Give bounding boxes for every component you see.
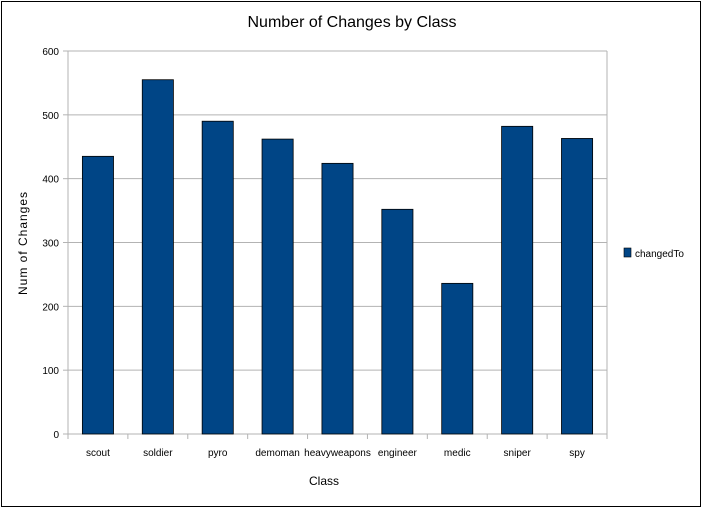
- bar-spy: [561, 138, 594, 435]
- legend-label: changedTo: [635, 249, 684, 260]
- x-tick-label: pyro: [208, 448, 228, 459]
- x-tick-label: sniper: [504, 448, 532, 459]
- chart-title: Number of Changes by Class: [248, 14, 457, 31]
- x-tick-label: heavyweapons: [304, 448, 371, 459]
- y-axis-label: Num of Changes: [16, 191, 30, 295]
- x-tick-label: scout: [86, 448, 110, 459]
- bar-medic: [441, 282, 474, 435]
- bar-heavyweapons: [321, 162, 354, 435]
- x-tick-label: spy: [569, 448, 585, 459]
- legend-swatch: [623, 247, 632, 258]
- x-tick-label: medic: [444, 448, 471, 459]
- bar-sniper: [501, 125, 534, 435]
- y-tick-label: 300: [42, 239, 59, 250]
- bar-pyro: [201, 120, 234, 435]
- bar-scout: [81, 155, 114, 435]
- y-tick-label: 200: [42, 302, 59, 313]
- bar-engineer: [381, 208, 414, 435]
- y-tick-label: 100: [42, 366, 59, 377]
- x-tick-label: demoman: [255, 448, 299, 459]
- bar-soldier: [141, 79, 174, 435]
- y-tick-label: 500: [42, 111, 59, 122]
- x-tick-label: soldier: [143, 448, 173, 459]
- y-tick-label: 600: [42, 47, 59, 58]
- y-tick-label: 400: [42, 175, 59, 186]
- x-tick-label: engineer: [378, 448, 418, 459]
- bar-demoman: [261, 138, 294, 435]
- x-axis-label: Class: [309, 474, 339, 488]
- y-tick-label: 0: [53, 430, 59, 441]
